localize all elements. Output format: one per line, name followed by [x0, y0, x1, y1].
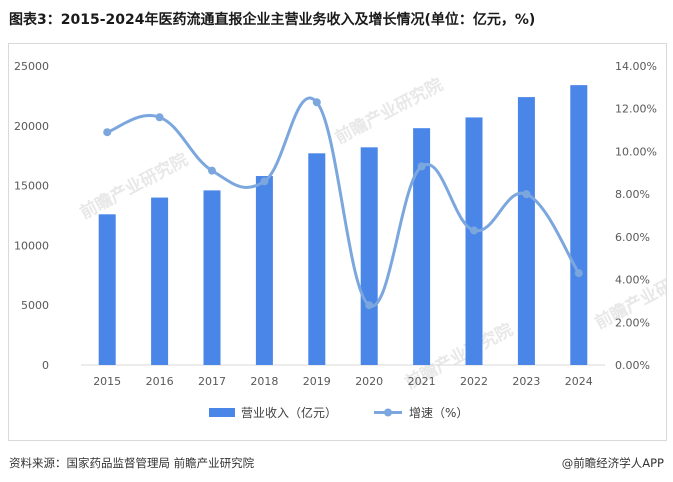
right-tick-label: 4.00% [615, 274, 650, 287]
growth-point-2020 [365, 301, 374, 310]
growth-point-2015 [103, 128, 112, 137]
growth-line [106, 96, 581, 308]
growth-point-2018 [260, 177, 269, 186]
legend-label-growth: 增速（%） [409, 406, 468, 420]
growth-point-2023 [522, 190, 531, 199]
growth-point-2017 [208, 166, 216, 175]
right-tick-label: 10.00% [615, 145, 657, 158]
x-tick-label: 2015 [93, 375, 121, 388]
legend-label-revenue: 营业收入（亿元） [241, 405, 337, 420]
right-tick-label: 6.00% [615, 231, 650, 244]
left-tick-label: 10000 [14, 239, 49, 252]
left-axis: 0 5000 10000 15000 20000 25000 [14, 60, 49, 372]
chart-title: 图表3：2015-2024年医药流通直报企业主营业务收入及增长情况(单位：亿元，… [9, 12, 536, 28]
x-tick-label: 2024 [565, 375, 593, 388]
bar-2022 [465, 117, 483, 365]
right-tick-label: 14.00% [615, 60, 657, 73]
bar-series [98, 85, 588, 366]
x-axis: 2015 2016 2017 2018 2019 2020 2021 2022 2023 2024 [93, 375, 593, 388]
left-tick-label: 0 [42, 359, 49, 372]
legend-swatch-growth-dot [384, 408, 392, 417]
bar-2015 [98, 214, 116, 365]
x-tick-label: 2018 [250, 375, 278, 388]
left-tick-label: 25000 [14, 60, 49, 73]
bar-2024 [570, 85, 588, 366]
bar-2018 [255, 176, 273, 365]
right-tick-label: 12.00% [615, 103, 657, 116]
x-tick-label: 2022 [460, 375, 488, 388]
left-tick-label: 15000 [14, 180, 49, 193]
x-tick-label: 2021 [408, 375, 436, 388]
left-tick-label: 20000 [14, 120, 49, 133]
right-tick-label: 0.00% [615, 359, 650, 372]
bar-2019 [308, 153, 326, 365]
x-tick-label: 2016 [146, 375, 174, 388]
bar-2016 [151, 197, 169, 365]
bar-2021 [413, 128, 431, 365]
chart-area: 前瞻产业研究院 前瞻产业研究院 前瞻产业研究院 前瞻产业研究院 0 5000 10000 1… [8, 43, 667, 441]
legend-swatch-revenue [209, 408, 235, 417]
right-tick-label: 2.00% [615, 316, 650, 329]
watermark-text: 前瞻产业研究院 [76, 149, 191, 223]
bar-2023 [517, 97, 535, 365]
x-tick-label: 2019 [303, 375, 331, 388]
x-tick-label: 2020 [355, 375, 383, 388]
bar-2020 [360, 147, 378, 365]
line-markers [103, 98, 583, 310]
credit-note: @前瞻经济学人APP [561, 456, 664, 470]
growth-point-2022 [470, 226, 478, 235]
legend: 营业收入（亿元） 增速（%） [209, 405, 468, 420]
right-axis: 0.00% 2.00% 4.00% 6.00% 8.00% 10.00% 12.00% 14.… [615, 60, 657, 372]
x-tick-label: 2017 [198, 375, 226, 388]
bar-2017 [203, 190, 221, 365]
left-tick-label: 5000 [21, 299, 49, 312]
growth-point-2024 [574, 269, 583, 278]
growth-point-2016 [155, 113, 164, 122]
source-note: 资料来源：国家药品监督管理局 前瞻产业研究院 [9, 456, 255, 470]
growth-point-2021 [417, 162, 426, 171]
right-tick-label: 8.00% [615, 188, 650, 201]
x-tick-label: 2023 [512, 375, 540, 388]
growth-point-2019 [312, 98, 321, 107]
